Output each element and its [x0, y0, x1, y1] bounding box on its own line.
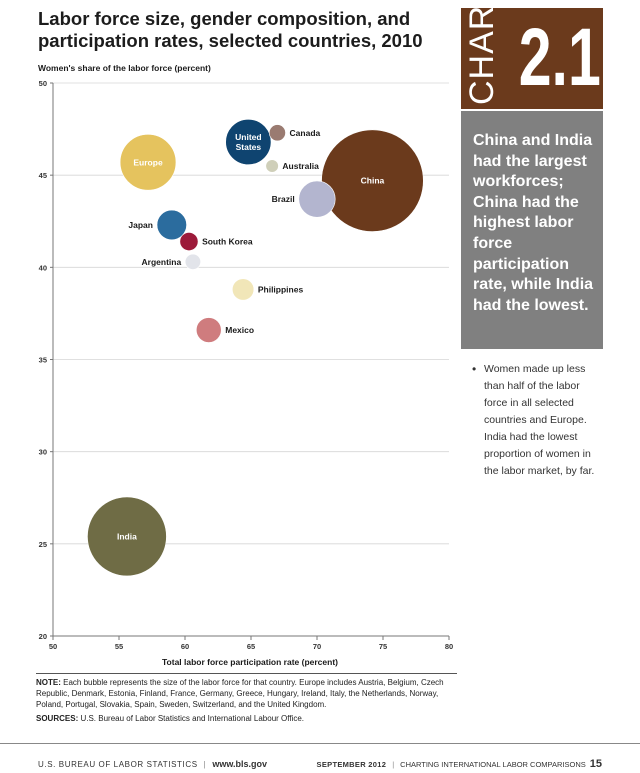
y-tick-label: 50 — [39, 79, 47, 88]
bubble-canada — [268, 124, 286, 142]
footer-url-link[interactable]: www.bls.gov — [212, 759, 268, 769]
bubble-label-united-states: States — [236, 142, 262, 152]
bubble-united-states — [225, 119, 272, 165]
bullet-text: Women made up less than half of the labo… — [484, 363, 595, 477]
y-tick-label: 35 — [39, 356, 47, 365]
bubble-label-south-korea: South Korea — [202, 237, 253, 247]
y-tick-label: 20 — [39, 632, 47, 641]
x-tick-label: 50 — [49, 642, 57, 651]
bubble-label-brazil: Brazil — [272, 194, 295, 204]
bubble-south-korea — [179, 232, 199, 251]
footer-separator: | — [203, 760, 207, 769]
note: NOTE: Each bubble represents the size of… — [36, 677, 456, 710]
y-tick-label: 25 — [39, 540, 47, 549]
chart-number: 2.1 — [518, 12, 601, 103]
chart-title: Labor force size, gender composition, an… — [38, 8, 423, 51]
x-tick-label: 55 — [115, 642, 123, 651]
bubble-brazil — [298, 180, 336, 218]
notes-block: NOTE: Each bubble represents the size of… — [36, 677, 456, 724]
sources-text: U.S. Bureau of Labor Statistics and Inte… — [80, 714, 305, 723]
y-tick-label: 40 — [39, 263, 47, 272]
footer-divider — [0, 743, 640, 744]
footer-publication: CHARTING INTERNATIONAL LABOR COMPARISONS — [400, 760, 586, 769]
x-tick-label: 65 — [247, 642, 255, 651]
bubble-label-china: China — [361, 176, 385, 186]
x-axis-label: Total labor force participation rate (pe… — [161, 657, 338, 667]
bubble-label-mexico: Mexico — [225, 325, 254, 335]
footer-separator: | — [392, 760, 395, 769]
bubble-label-japan: Japan — [128, 220, 153, 230]
bubble-japan — [156, 209, 187, 241]
chart-word: CHART — [463, 8, 501, 105]
bubble-label-europe: Europe — [133, 157, 163, 167]
x-tick-label: 70 — [313, 642, 321, 651]
bubble-label-argentina: Argentina — [142, 257, 182, 267]
x-tick-label: 75 — [379, 642, 387, 651]
bubble-label-philippines: Philippines — [258, 284, 304, 294]
sources: SOURCES: U.S. Bureau of Labor Statistics… — [36, 713, 456, 724]
x-tick-label: 60 — [181, 642, 189, 651]
y-axis-label: Women's share of the labor force (percen… — [38, 63, 211, 73]
bubble-philippines — [232, 278, 255, 301]
bullet-note: • Women made up less than half of the la… — [470, 361, 600, 480]
bubble-label-canada: Canada — [290, 128, 321, 138]
footer-date: SEPTEMBER 2012 — [316, 760, 387, 769]
sources-label: SOURCES: — [36, 714, 79, 723]
bubble-australia — [265, 159, 279, 173]
footer-right: SEPTEMBER 2012 | CHARTING INTERNATIONAL LA… — [317, 758, 602, 770]
y-tick-label: 45 — [39, 171, 47, 180]
note-label: NOTE: — [36, 678, 61, 687]
bubble-label-india: India — [117, 531, 137, 541]
bubble-india — [87, 496, 167, 577]
bubble-china — [321, 129, 424, 232]
bubble-label-united-states: United — [235, 132, 261, 142]
bubble-argentina — [184, 253, 201, 270]
y-tick-label: 30 — [39, 448, 47, 457]
bullet-icon: • — [472, 362, 477, 376]
footer-agency: U.S. BUREAU OF LABOR STATISTICS — [38, 760, 198, 769]
x-tick-label: 80 — [445, 642, 453, 651]
bubble-mexico — [195, 317, 222, 343]
headline-callout: China and India had the largest workforc… — [461, 111, 603, 349]
bubble-europe — [119, 134, 177, 191]
note-divider — [36, 673, 457, 674]
bubble-label-australia: Australia — [282, 161, 319, 171]
footer-left: U.S. BUREAU OF LABOR STATISTICS | www.bls.… — [38, 759, 267, 769]
chart-number-tag: CHART 2.1 — [461, 8, 603, 109]
headline-text: China and India had the largest workforc… — [473, 132, 594, 314]
page-number: 15 — [589, 758, 602, 770]
note-text: Each bubble represents the size of the l… — [36, 678, 444, 709]
